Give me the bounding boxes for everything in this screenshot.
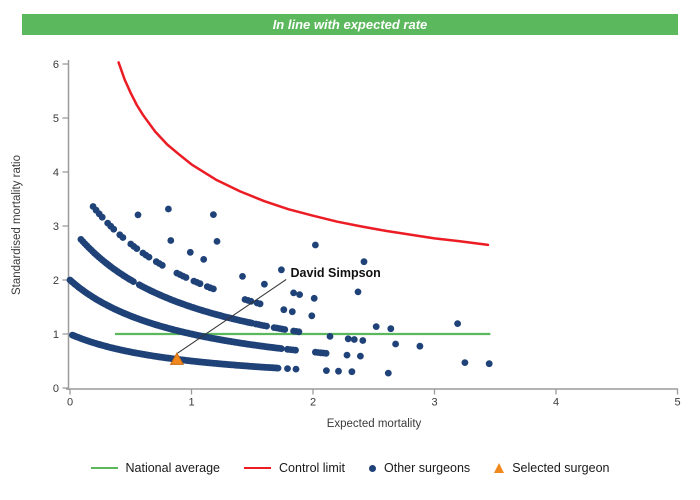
other-surgeon-dot[interactable] — [186, 248, 194, 256]
annotation-label: David Simpson — [291, 266, 381, 280]
other-surgeon-dot[interactable] — [290, 289, 297, 297]
other-surgeon-dot[interactable] — [278, 266, 285, 274]
other-surgeon-dot[interactable] — [392, 340, 399, 348]
other-surgeon-dot[interactable] — [134, 211, 142, 219]
other-surgeon-dot[interactable] — [167, 237, 175, 244]
other-surgeon-dot[interactable] — [360, 258, 368, 266]
legend-item-national-average: National average — [90, 461, 221, 475]
other-surgeon-dot[interactable] — [312, 241, 319, 249]
other-surgeon-dot[interactable] — [323, 367, 330, 374]
other-surgeon-dot[interactable] — [335, 367, 342, 375]
legend-line-swatch — [90, 467, 118, 469]
other-surgeon-dot[interactable] — [326, 333, 334, 340]
other-surgeon-dot[interactable] — [295, 328, 303, 336]
other-surgeon-dot[interactable] — [130, 278, 137, 285]
other-surgeon-dot[interactable] — [308, 312, 316, 320]
legend-item-label: National average — [125, 461, 221, 475]
other-surgeon-dot[interactable] — [110, 225, 118, 233]
other-surgeon-dot[interactable] — [343, 351, 351, 359]
other-surgeon-dot[interactable] — [158, 261, 166, 269]
legend-triangle-swatch — [494, 463, 505, 473]
other-surgeon-dot[interactable] — [165, 205, 172, 213]
other-surgeon-dot[interactable] — [98, 213, 106, 221]
other-surgeon-dot[interactable] — [384, 369, 392, 377]
y-tick-label: 4 — [53, 167, 59, 179]
legend-dot-swatch — [369, 464, 377, 472]
other-surgeon-dot[interactable] — [210, 285, 217, 293]
other-surgeon-dot[interactable] — [145, 253, 153, 261]
other-surgeon-dot[interactable] — [292, 365, 300, 373]
funnel-plot: 0 1 2 3 4 5 0 1 2 3 4 5 6 David Simpson — [53, 59, 681, 409]
other-surgeon-dot[interactable] — [372, 323, 380, 330]
other-surgeon-dot[interactable] — [247, 297, 255, 305]
other-surgeon-dot[interactable] — [284, 365, 291, 372]
control-limit-curve — [117, 61, 490, 247]
y-tick-label: 6 — [53, 59, 59, 71]
other-surgeon-dot[interactable] — [239, 273, 246, 280]
other-surgeon-dot[interactable] — [310, 294, 318, 302]
legend-line-swatch — [244, 467, 272, 469]
other-surgeon-dot[interactable] — [296, 291, 303, 298]
other-surgeon-dot[interactable] — [281, 326, 289, 333]
other-surgeon-dot[interactable] — [182, 274, 190, 281]
annotation-line — [177, 279, 287, 354]
x-tick-label: 3 — [431, 397, 437, 409]
other-surgeon-dot[interactable] — [292, 346, 299, 354]
other-surgeon-dot[interactable] — [354, 288, 362, 296]
other-surgeon-dot[interactable] — [196, 280, 204, 288]
legend: National average Control limit Other surge… — [0, 461, 700, 475]
x-tick-label: 2 — [310, 397, 316, 409]
other-surgeon-dot[interactable] — [278, 345, 285, 352]
legend-item-label: Other surgeons — [384, 461, 471, 475]
x-tick-label: 1 — [188, 397, 194, 409]
other-surgeon-dot[interactable] — [119, 234, 127, 241]
other-surgeon-dot[interactable] — [344, 335, 352, 343]
other-surgeon-dot[interactable] — [200, 256, 208, 263]
x-tick-label: 4 — [553, 397, 559, 409]
other-surgeon-dot[interactable] — [213, 238, 221, 245]
status-banner-text: In line with expected rate — [272, 17, 428, 32]
legend-item-selected-surgeon: Selected surgeon — [494, 461, 609, 475]
other-surgeon-dot[interactable] — [485, 360, 493, 368]
x-axis-title: Expected mortality — [326, 418, 422, 430]
other-surgeon-dot[interactable] — [387, 325, 395, 333]
status-banner: In line with expected rate — [22, 14, 678, 35]
legend-item-other-surgeons: Other surgeons — [369, 461, 470, 475]
other-surgeon-dot[interactable] — [322, 349, 330, 357]
x-tick-label: 0 — [67, 397, 73, 409]
legend-item-label: Selected surgeon — [512, 461, 610, 475]
other-surgeon-dot[interactable] — [359, 337, 367, 344]
other-surgeon-dot[interactable] — [454, 320, 461, 327]
other-surgeon-dot[interactable] — [261, 280, 268, 288]
selected-surgeon-marker[interactable] — [169, 352, 185, 365]
other-surgeon-dot[interactable] — [348, 368, 356, 376]
other-surgeon-dot[interactable] — [133, 245, 141, 253]
other-surgeon-dot[interactable] — [274, 364, 282, 372]
legend-item-label: Control limit — [279, 461, 346, 475]
y-tick-label: 0 — [53, 383, 59, 395]
x-tick-label: 5 — [674, 397, 680, 409]
other-surgeon-dot[interactable] — [263, 322, 270, 330]
y-tick-label: 5 — [53, 113, 59, 125]
other-surgeon-dot[interactable] — [416, 342, 424, 350]
y-tick-label: 3 — [53, 221, 59, 233]
other-surgeon-dot[interactable] — [288, 308, 296, 316]
other-surgeon-dot[interactable] — [210, 211, 217, 219]
other-surgeon-dot[interactable] — [280, 306, 288, 314]
other-surgeon-dot[interactable] — [256, 300, 264, 308]
other-surgeon-dot[interactable] — [357, 352, 364, 360]
legend-item-control-limit: Control limit — [244, 461, 345, 475]
y-tick-label: 2 — [53, 275, 59, 287]
y-tick-label: 1 — [53, 329, 59, 341]
other-surgeon-dot[interactable] — [461, 359, 469, 366]
other-surgeon-dot[interactable] — [350, 336, 358, 343]
